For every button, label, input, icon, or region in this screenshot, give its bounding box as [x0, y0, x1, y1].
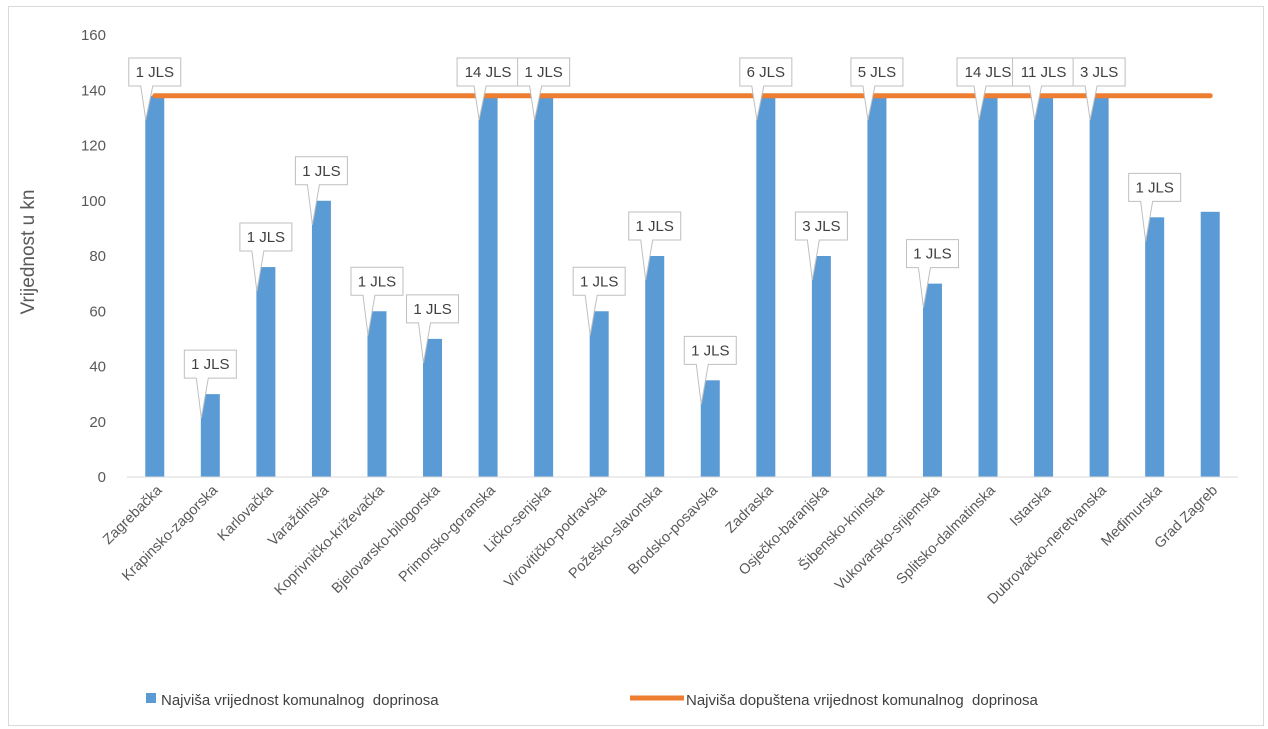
bar	[1200, 211, 1220, 478]
data-label-callout	[239, 222, 293, 292]
bar	[367, 311, 387, 477]
bar	[1089, 95, 1109, 478]
bar	[1145, 217, 1165, 477]
y-tick-label: 120	[81, 138, 106, 155]
data-label-callout	[683, 335, 737, 405]
data-label-callout	[294, 156, 348, 225]
bar	[200, 394, 220, 477]
data-label-callout	[850, 57, 904, 120]
data-label: 1 JLS	[913, 246, 951, 263]
bar	[922, 283, 942, 477]
bar	[256, 267, 276, 477]
data-label: 1 JLS	[247, 229, 285, 246]
data-label-callout	[794, 211, 848, 281]
y-axis-label: Vrijednost u kn	[18, 190, 39, 315]
y-tick-label: 80	[89, 248, 106, 265]
x-tick-label: Požeško-slavonska	[566, 482, 666, 582]
data-label: 1 JLS	[302, 163, 340, 180]
y-axis: 0 20 40 60 80 100 120 140 160	[81, 27, 106, 486]
data-label-callout	[517, 57, 571, 120]
legend-label-bars: Najviša vrijednost komunalnog doprinosa	[161, 692, 439, 709]
y-tick-label: 100	[81, 193, 106, 210]
bar	[700, 380, 720, 477]
data-label-callout	[739, 57, 793, 120]
bar	[867, 95, 887, 478]
bar	[589, 311, 609, 477]
y-tick-label: 40	[89, 359, 106, 376]
y-tick-label: 60	[89, 303, 106, 320]
data-label: 3 JLS	[802, 218, 840, 235]
data-label: 1 JLS	[1135, 179, 1173, 196]
y-tick-label: 140	[81, 82, 106, 99]
x-tick-label: Bjelovarsko-bilogorska	[329, 482, 444, 597]
data-label: 1 JLS	[413, 301, 451, 318]
data-label-callout	[406, 294, 460, 363]
legend-label-line: Najviša dopuštena vrijednost komunalnog …	[686, 692, 1039, 709]
data-label-callout	[628, 211, 682, 281]
data-label: 1 JLS	[580, 273, 618, 290]
x-tick-label: Vukovarsko-srijemska	[832, 482, 944, 594]
x-tick-label: Koprivničko-križevačka	[272, 482, 389, 599]
x-axis-categories: ZagrebačkaKrapinsko-zagorskaKarlovačkaVa…	[100, 481, 1221, 608]
data-label-callout	[905, 239, 959, 308]
data-label: 14 JLS	[465, 64, 512, 81]
bar	[534, 95, 554, 478]
data-label: 3 JLS	[1080, 64, 1118, 81]
bar	[756, 95, 776, 478]
data-label-callout	[572, 266, 626, 336]
bar	[811, 256, 831, 477]
data-label: 1 JLS	[191, 356, 229, 373]
data-label-callout	[1072, 57, 1126, 120]
x-tick-label: Istarska	[1007, 482, 1055, 530]
legend: Najviša vrijednost komunalnog doprinosa …	[146, 692, 1039, 709]
data-label: 11 JLS	[1021, 64, 1067, 81]
bar	[478, 95, 498, 478]
data-label-callout	[350, 266, 404, 336]
data-label-callout	[1128, 172, 1182, 242]
x-tick-label: Dubrovačko-neretvanska	[985, 482, 1111, 608]
bar	[311, 200, 331, 477]
data-label: 5 JLS	[858, 64, 896, 81]
y-tick-label: 160	[81, 27, 106, 44]
bars	[145, 95, 1220, 478]
x-tick-label: Virovitičko-podravska	[501, 482, 610, 591]
data-label: 1 JLS	[358, 273, 396, 290]
x-tick-label: Krapinsko-zagorska	[119, 482, 222, 585]
data-label: 1 JLS	[524, 64, 562, 81]
data-label: 14 JLS	[965, 64, 1012, 81]
data-label: 1 JLS	[636, 218, 674, 235]
bar	[423, 338, 443, 477]
data-labels: 1 JLS 1 JLS 1 JLS 1 JLS 1 JLS 1 JLS 14 JLS 1 JL…	[128, 57, 1182, 419]
bar	[1034, 95, 1054, 478]
data-label-callout	[183, 349, 237, 419]
data-label-callout	[128, 57, 182, 120]
y-tick-label: 20	[89, 414, 106, 431]
y-tick-label: 0	[98, 469, 106, 486]
x-tick-label: Primorsko-goranska	[396, 482, 500, 586]
x-tick-label: Splitsko-dalmatinska	[894, 482, 1000, 588]
data-label: 1 JLS	[136, 64, 174, 81]
bar	[145, 95, 165, 478]
bar	[978, 95, 998, 478]
legend-swatch-bars	[146, 693, 156, 703]
bar	[645, 256, 665, 477]
data-label: 1 JLS	[691, 342, 729, 359]
data-label: 6 JLS	[747, 64, 785, 81]
x-tick-label: Zadraska	[723, 482, 778, 537]
